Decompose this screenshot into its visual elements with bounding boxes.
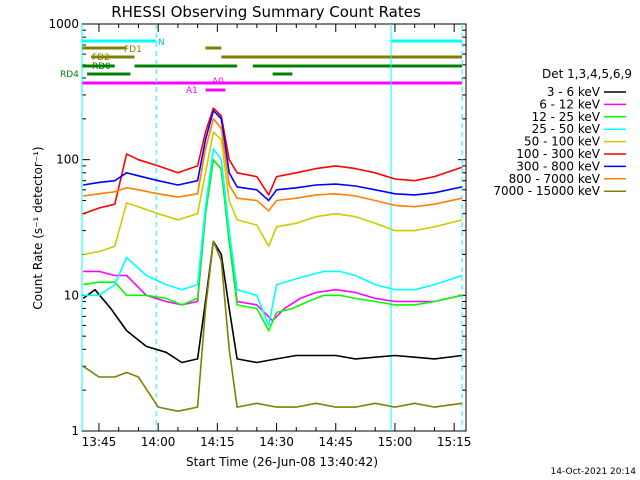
series-line-6 (83, 109, 463, 202)
y-axis-label: Count Rate (s⁻¹ detector⁻¹) (31, 146, 45, 309)
legend-label: 7000 - 15000 keV (493, 184, 600, 198)
footer-date: 14-Oct-2021 20:14 (551, 467, 637, 477)
legend-label: 3 - 6 keV (547, 85, 601, 99)
series-line-2 (83, 158, 463, 332)
state-label-a1: A1 (186, 86, 198, 96)
x-tick-label: 14:45 (318, 435, 353, 449)
x-tick-label: 14:30 (259, 435, 294, 449)
x-tick-label: 14:15 (200, 435, 235, 449)
legend-title: Det 1,3,4,5,6,9 (542, 67, 632, 81)
y-tick-label: 100 (56, 153, 79, 167)
state-label-rd0: RD0 (92, 62, 111, 72)
series-line-8 (82, 240, 463, 413)
series-lines (82, 107, 463, 413)
series-line-4 (83, 131, 463, 256)
chart-title: RHESSI Observing Summary Count Rates (111, 3, 421, 21)
x-axis: 13:45 14:00 14:15 14:30 14:45 15:00 15:15 (82, 24, 472, 449)
y-tick-label: 1000 (48, 17, 79, 31)
series-line-7 (83, 118, 463, 212)
legend-label: 50 - 100 keV (524, 135, 601, 149)
series-line-5 (82, 107, 463, 215)
legend-label: 12 - 25 keV (532, 110, 601, 124)
state-label-fd1: FD1 (124, 45, 142, 55)
y-tick-label: 1 (71, 424, 79, 438)
series-line-3 (83, 148, 463, 327)
state-label-a0: A0 (212, 77, 224, 87)
x-tick-label: 13:45 (82, 435, 117, 449)
state-label-n: N (158, 38, 165, 48)
plot-frame (81, 23, 467, 432)
x-axis-label: Start Time (26-Jun-08 13:40:42) (186, 455, 378, 469)
legend-label: 25 - 50 keV (532, 122, 601, 136)
y-axis: 1 10 100 1000 (48, 17, 466, 438)
legend-label: 6 - 12 keV (539, 97, 601, 111)
y-tick-label: 10 (64, 288, 79, 302)
legend-label: 300 - 800 keV (516, 159, 600, 173)
x-tick-label: 15:15 (437, 435, 472, 449)
series-line-0 (82, 240, 463, 364)
state-label-fd2: FD2 (92, 53, 110, 63)
x-tick-label: 14:00 (141, 435, 176, 449)
x-tick-label: 15:00 (378, 435, 413, 449)
state-label-rd4: RD4 (60, 70, 79, 80)
legend-label: 100 - 300 keV (516, 147, 600, 161)
legend-label: 800 - 7000 keV (509, 172, 601, 186)
